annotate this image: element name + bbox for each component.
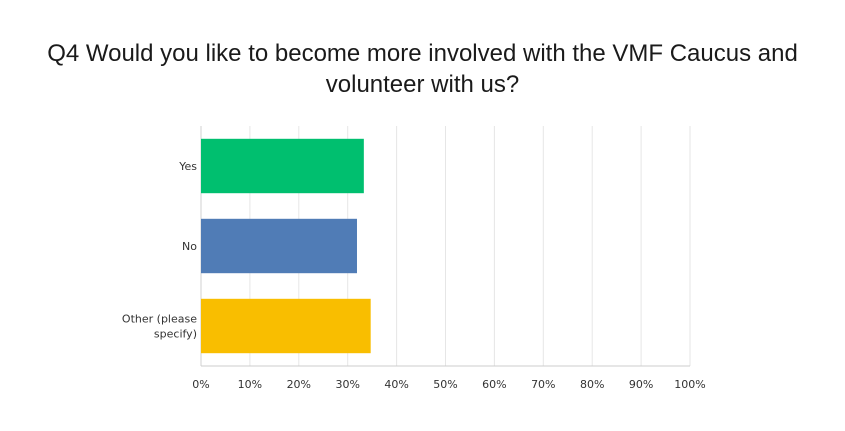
chart-title: Q4 Would you like to become more involve… [0,38,845,100]
x-tick-label: 30% [335,378,359,391]
category-label: No [182,240,197,253]
x-tick-label: 20% [287,378,311,391]
x-tick-label: 60% [482,378,506,391]
x-tick-label: 90% [629,378,653,391]
x-tick-label: 10% [238,378,262,391]
category-label: specify) [154,328,197,341]
x-tick-label: 50% [433,378,457,391]
x-tick-label: 80% [580,378,604,391]
category-label: Other (please [122,313,197,326]
chart-title-line-1: Q4 Would you like to become more involve… [47,40,798,67]
chart-title-line-2: volunteer with us? [325,71,520,98]
bar-0 [201,138,364,194]
x-tick-label: 40% [384,378,408,391]
x-tick-label: 70% [531,378,555,391]
x-tick-label: 0% [192,378,209,391]
category-label: Yes [178,160,197,173]
bar-1 [201,218,357,274]
x-tick-label: 100% [674,378,705,391]
bar-2 [201,298,371,354]
